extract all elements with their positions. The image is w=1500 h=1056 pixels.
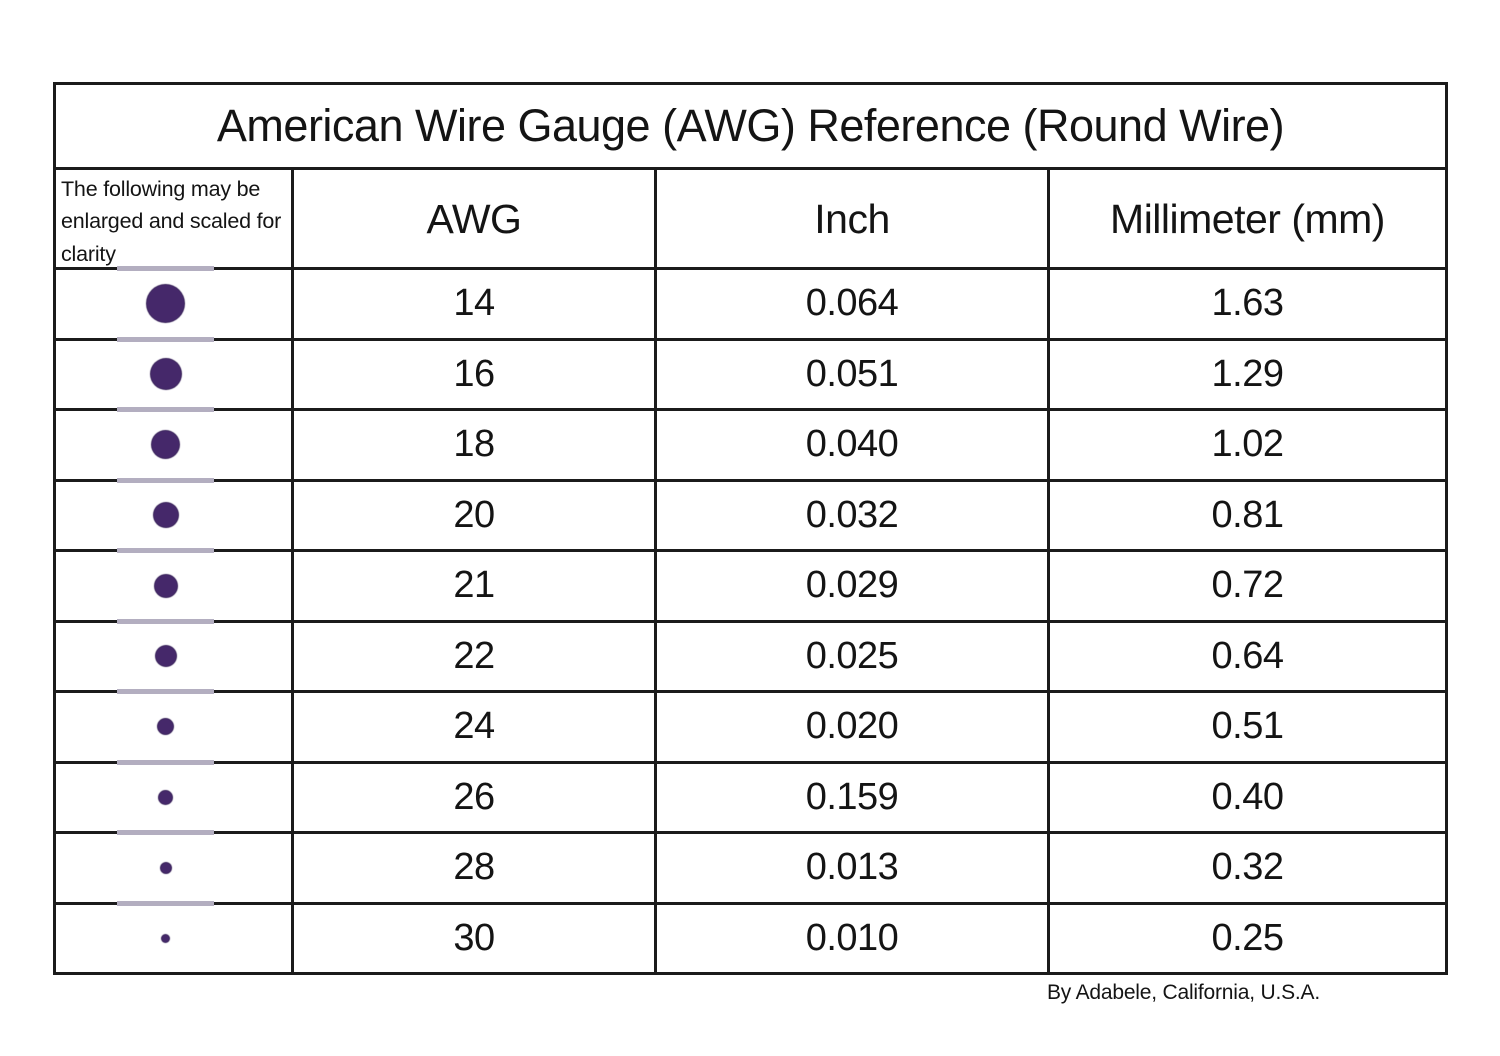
- inch-cell: 0.013: [657, 834, 1050, 902]
- mm-cell: 1.02: [1211, 423, 1284, 466]
- awg-cell: 24: [294, 693, 657, 761]
- wire-dot-icon: [147, 285, 184, 323]
- wire-dot-icon: [159, 790, 172, 804]
- table-row: 20 0.032 0.81: [56, 477, 1445, 552]
- inch-cell: 0.029: [657, 552, 1050, 620]
- wire-dot-icon: [153, 503, 178, 528]
- table-row: 16 0.051 1.29: [56, 336, 1445, 411]
- column-header-awg: AWG: [294, 170, 657, 270]
- inch-cell: 0.064: [657, 270, 1050, 338]
- table-row: 18 0.040 1.02: [56, 407, 1445, 482]
- mm-cell: 0.64: [1211, 634, 1284, 677]
- awg-cell: 22: [294, 622, 657, 690]
- table-row: 30 0.010 0.25: [56, 900, 1445, 972]
- inch-cell: 0.010: [657, 904, 1050, 972]
- wire-size-cell: [56, 900, 294, 972]
- wire-size-cell: [56, 548, 294, 620]
- awg-cell: 14: [294, 270, 657, 338]
- awg-cell: 26: [294, 763, 657, 831]
- table-row: 28 0.013 0.32: [56, 830, 1445, 905]
- wire-dot-icon: [152, 431, 179, 459]
- awg-cell: 18: [294, 411, 657, 479]
- table-row: 14 0.064 1.63: [56, 266, 1445, 341]
- wire-size-cell: [56, 336, 294, 408]
- table-row: 24 0.020 0.51: [56, 689, 1445, 764]
- table-row: 26 0.159 0.40: [56, 759, 1445, 834]
- mm-cell: 0.40: [1211, 775, 1284, 818]
- awg-cell: 30: [294, 904, 657, 972]
- mm-cell: 1.63: [1211, 282, 1284, 325]
- wire-size-cell: [56, 266, 294, 338]
- wire-dot-icon: [160, 862, 171, 873]
- inch-cell: 0.051: [657, 340, 1050, 408]
- mm-cell: 0.25: [1211, 916, 1284, 959]
- awg-cell: 28: [294, 834, 657, 902]
- wire-size-cell: [56, 830, 294, 902]
- wire-dot-icon: [150, 359, 181, 390]
- inch-cell: 0.020: [657, 693, 1050, 761]
- wire-dot-icon: [162, 934, 169, 942]
- table-row: 22 0.025 0.64: [56, 618, 1445, 693]
- table-body: 14 0.064 1.63 16 0.051 1.29 18 0.040 1.0…: [56, 266, 1445, 972]
- awg-cell: 20: [294, 481, 657, 549]
- inch-cell: 0.025: [657, 622, 1050, 690]
- inch-cell: 0.032: [657, 481, 1050, 549]
- wire-dot-icon: [158, 719, 173, 735]
- column-header-inch: Inch: [657, 170, 1050, 270]
- wire-dot-icon: [155, 646, 176, 667]
- awg-cell: 16: [294, 340, 657, 408]
- wire-size-cell: [56, 689, 294, 761]
- header-row: The following may be enlarged and scaled…: [56, 170, 1445, 270]
- mm-cell: 0.72: [1211, 564, 1284, 607]
- mm-cell: 0.51: [1211, 705, 1284, 748]
- column-header-mm: Millimeter (mm): [1110, 196, 1385, 243]
- inch-cell: 0.040: [657, 411, 1050, 479]
- wire-size-cell: [56, 407, 294, 479]
- mm-cell: 0.32: [1211, 846, 1284, 889]
- table-row: 21 0.029 0.72: [56, 548, 1445, 623]
- attribution-text: By Adabele, California, U.S.A.: [1047, 981, 1320, 1004]
- wire-size-cell: [56, 477, 294, 549]
- wire-size-cell: [56, 618, 294, 690]
- inch-cell: 0.159: [657, 763, 1050, 831]
- awg-reference-table: American Wire Gauge (AWG) Reference (Rou…: [53, 82, 1448, 975]
- table-title: American Wire Gauge (AWG) Reference (Rou…: [56, 85, 1445, 170]
- wire-dot-icon: [154, 574, 177, 597]
- scale-note: The following may be enlarged and scaled…: [56, 170, 294, 270]
- awg-cell: 21: [294, 552, 657, 620]
- mm-cell: 0.81: [1211, 493, 1284, 536]
- wire-size-cell: [56, 759, 294, 831]
- mm-cell: 1.29: [1211, 352, 1284, 395]
